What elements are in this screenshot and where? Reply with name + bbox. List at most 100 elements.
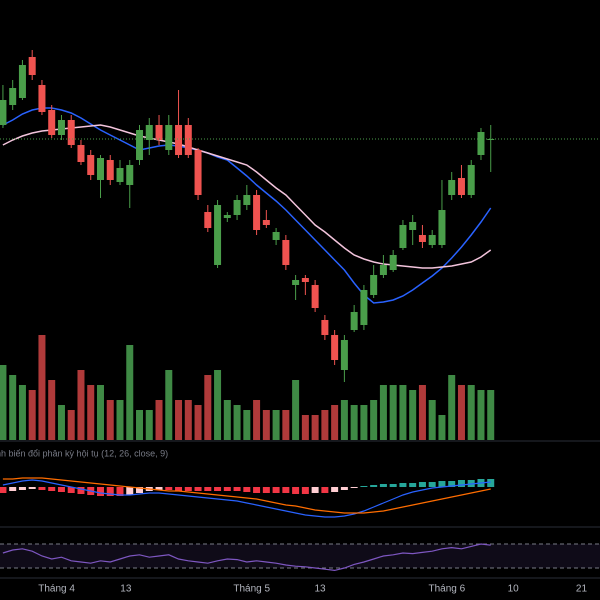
volume-bar: [467, 385, 475, 440]
macd-histogram-bar: [9, 487, 17, 491]
macd-histogram-bar: [57, 487, 65, 492]
volume-bar: [399, 385, 407, 440]
macd-histogram-bar: [165, 487, 173, 490]
candle-body: [272, 232, 280, 240]
macd-histogram-bar: [18, 487, 26, 490]
candle-body: [57, 120, 65, 135]
candle-body: [292, 280, 300, 285]
volume-bar: [428, 400, 436, 440]
volume-bar: [477, 390, 485, 440]
candle-body: [301, 278, 309, 282]
macd-histogram-bar: [409, 483, 417, 487]
volume-bar: [9, 375, 17, 440]
candle-body: [67, 120, 75, 145]
x-tick-label: Tháng 5: [233, 584, 270, 595]
macd-histogram-bar: [253, 487, 261, 493]
candle-body: [155, 125, 163, 140]
candle-body: [409, 222, 417, 230]
candle-body: [233, 200, 241, 215]
volume-bar: [262, 410, 270, 440]
candle-body: [438, 210, 446, 245]
macd-histogram-bar: [448, 481, 456, 487]
volume-bar: [28, 390, 36, 440]
x-tick-label: 21: [576, 584, 588, 595]
volume-bar: [301, 415, 309, 440]
volume-bar: [233, 405, 241, 440]
volume-bar: [155, 400, 163, 440]
macd-histogram-bar: [340, 487, 348, 490]
x-tick-label: 13: [314, 584, 326, 595]
macd-histogram-bar: [379, 484, 387, 487]
candle-body: [467, 165, 475, 195]
volume-bar: [194, 405, 202, 440]
volume-bar: [448, 375, 456, 440]
x-tick-label: Tháng 4: [38, 584, 75, 595]
candle-body: [106, 160, 114, 180]
volume-bar: [77, 370, 85, 440]
volume-bar: [457, 385, 465, 440]
candle-body: [253, 195, 261, 230]
volume-bar: [243, 410, 251, 440]
moving-average: [2, 124, 492, 269]
candle-body: [350, 312, 358, 330]
volume-bar: [418, 385, 426, 440]
volume-bar: [48, 380, 56, 440]
candle-body: [340, 340, 348, 370]
signal-line: [2, 477, 491, 514]
candle-body: [28, 57, 36, 75]
macd-histogram-bar: [116, 487, 124, 496]
volume-bar: [292, 380, 300, 440]
candle-body: [136, 130, 144, 160]
candle-body: [77, 145, 85, 162]
macd-histogram-bar: [360, 486, 368, 487]
macd-histogram-bar: [418, 482, 426, 487]
candle-body: [214, 205, 222, 265]
macd-histogram-bar: [96, 487, 104, 496]
macd-label: nh biến đổi phân kỳ hội tụ (12, 26, clos…: [0, 448, 168, 458]
volume-bar: [282, 410, 290, 440]
volume-bar: [311, 415, 319, 440]
candle-body: [48, 110, 56, 135]
candle-body: [223, 215, 231, 218]
candle-body: [311, 285, 319, 308]
macd-histogram-bar: [38, 487, 46, 490]
macd-histogram-bar: [457, 480, 465, 487]
macd-histogram-bar: [487, 479, 495, 487]
candle-body: [282, 240, 290, 265]
candle-body: [9, 88, 17, 105]
volume-bar: [18, 385, 26, 440]
candle-body: [194, 150, 202, 195]
x-tick-label: Tháng 6: [428, 584, 465, 595]
candle-body: [448, 180, 456, 195]
x-tick-label: 10: [508, 584, 520, 595]
volume-bar: [184, 400, 192, 440]
macd-histogram-bar: [272, 487, 280, 493]
candle-body: [379, 265, 387, 275]
candle-body: [457, 178, 465, 195]
volume-bar: [87, 385, 95, 440]
macd-histogram-bar: [311, 487, 319, 493]
macd-histogram-bar: [223, 487, 231, 491]
volume-bar: [487, 390, 495, 440]
candle-body: [38, 85, 46, 112]
macd-histogram-bar: [233, 487, 241, 491]
rsi-band: [0, 544, 600, 568]
macd-histogram-bar: [370, 485, 378, 487]
macd-histogram-bar: [194, 487, 202, 491]
candle-body: [370, 275, 378, 295]
volume-bar: [272, 410, 280, 440]
volume-bar: [321, 410, 329, 440]
volume-bar: [136, 410, 144, 440]
volume-bar: [175, 400, 183, 440]
candle-body: [389, 255, 397, 270]
volume-bar: [204, 375, 212, 440]
candle-body: [243, 195, 251, 205]
volume-bar: [38, 335, 46, 440]
candle-body: [184, 125, 192, 155]
macd-histogram-bar: [126, 487, 134, 495]
volume-bar: [340, 400, 348, 440]
macd-histogram-bar: [28, 487, 36, 489]
macd-histogram-bar: [106, 487, 114, 496]
candle-body: [18, 65, 26, 98]
